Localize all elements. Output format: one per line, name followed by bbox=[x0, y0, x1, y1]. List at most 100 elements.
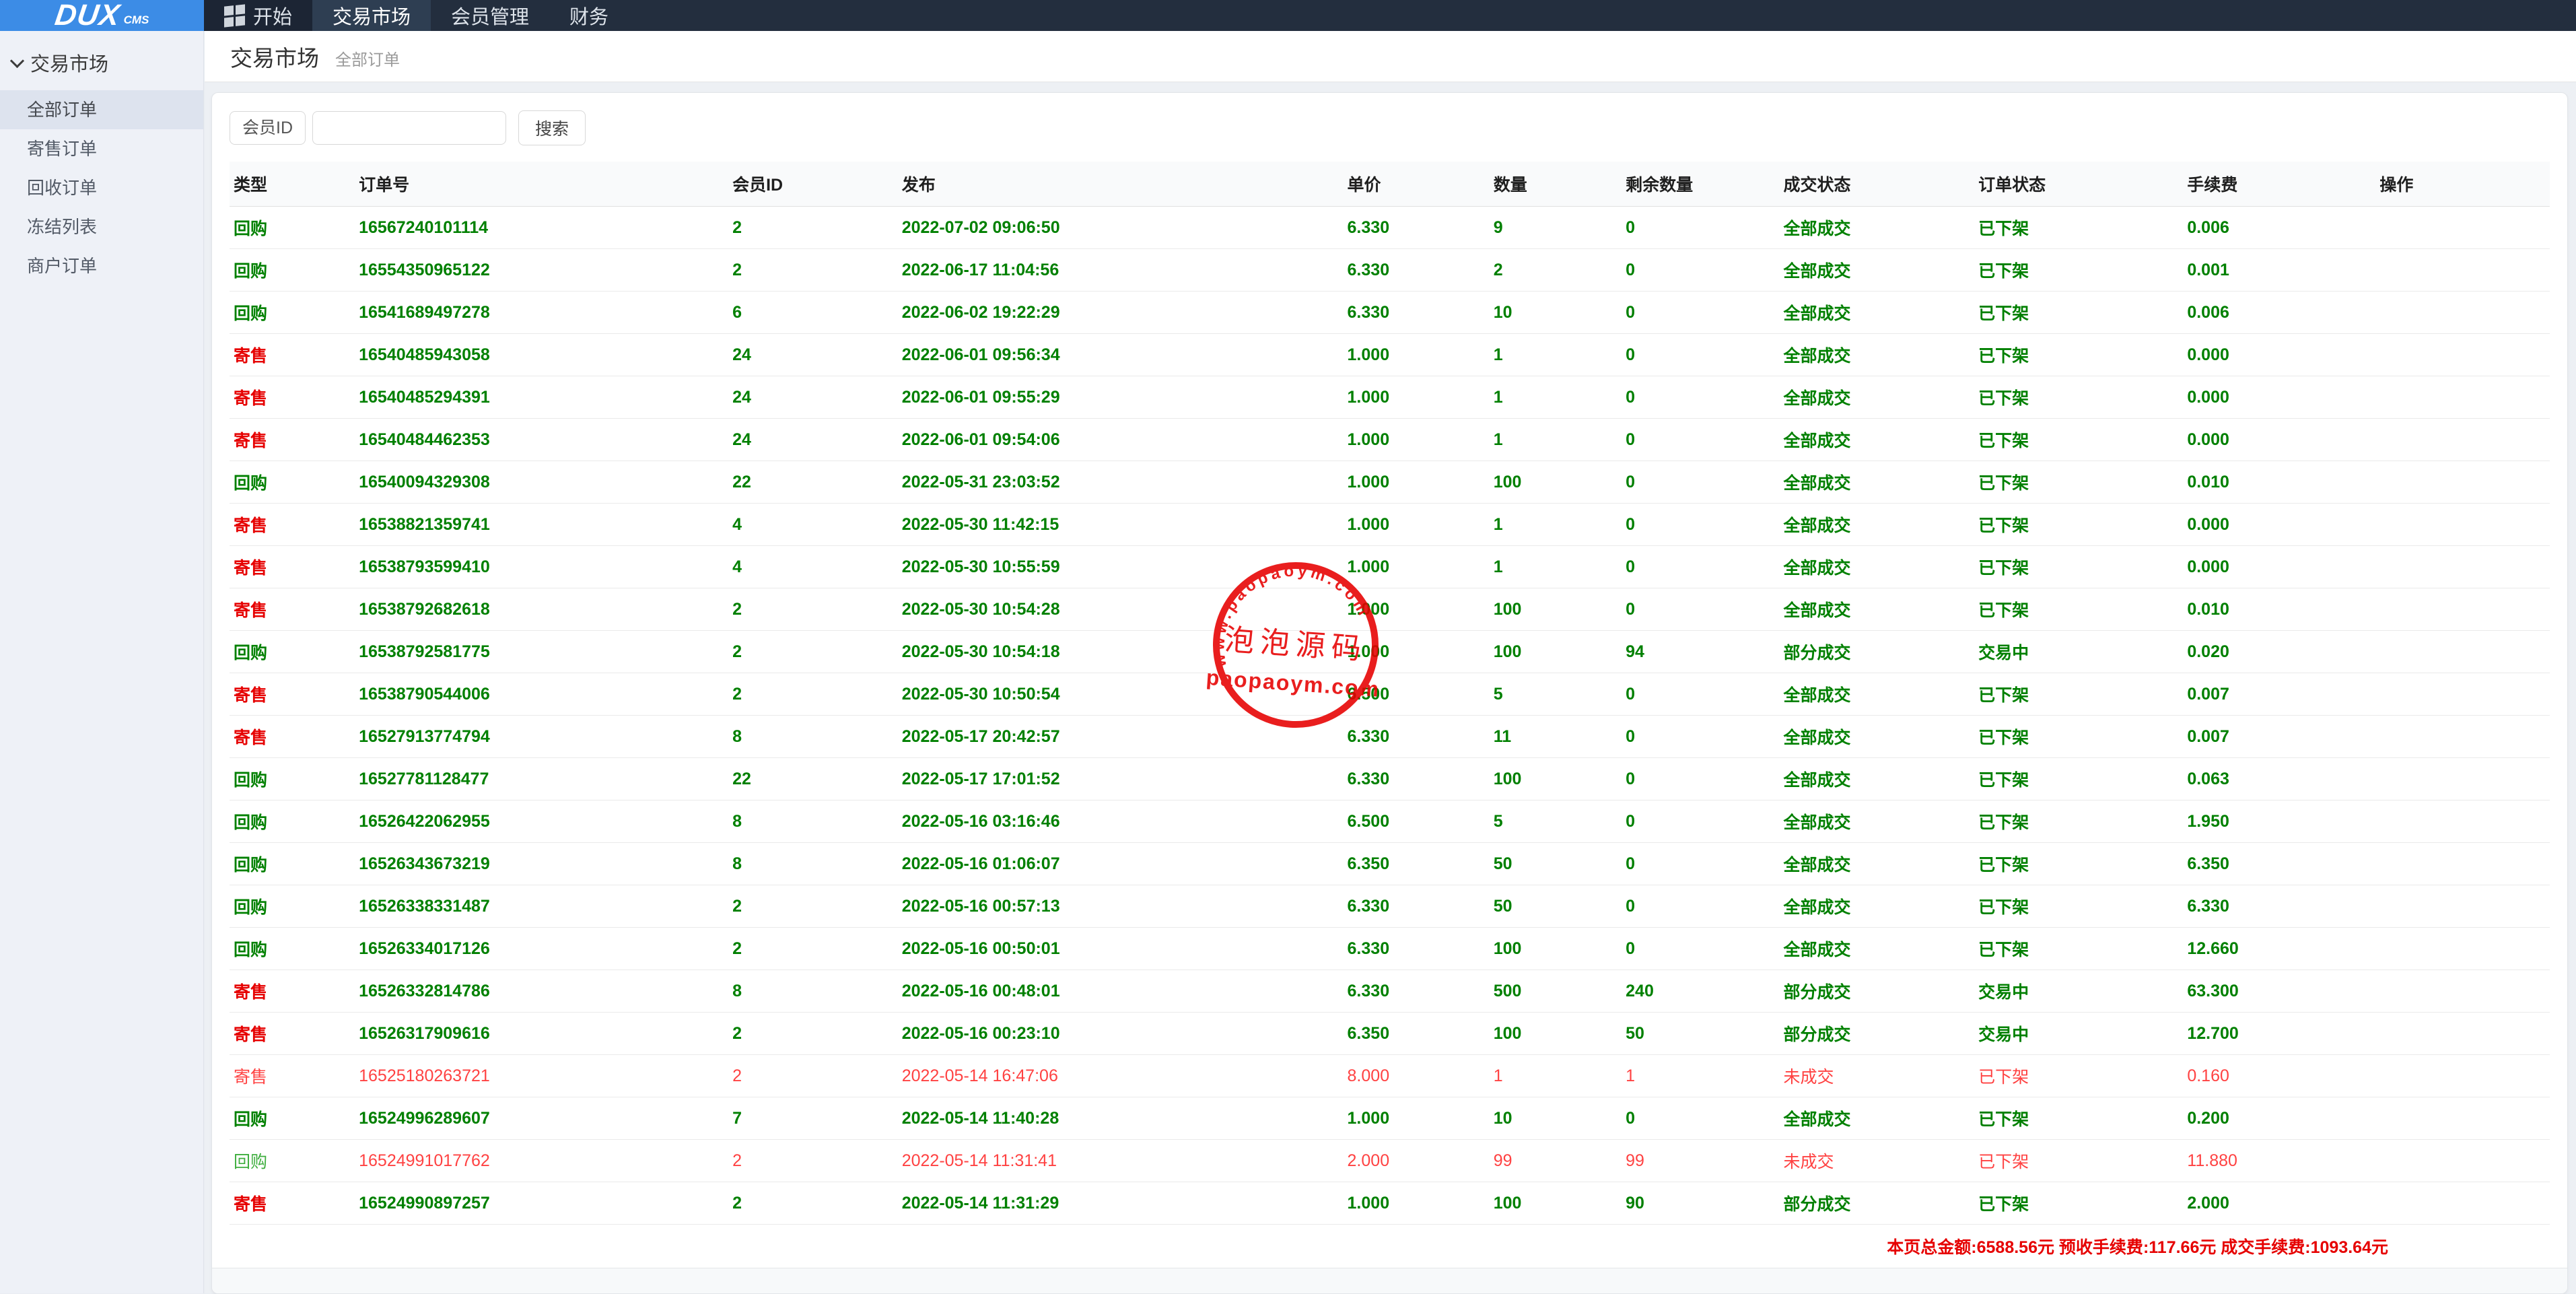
cell-deal_status: 全部成交 bbox=[1779, 842, 1975, 885]
cell-deal_status: 全部成交 bbox=[1779, 715, 1975, 758]
cell-order_no: 16526332814786 bbox=[355, 969, 729, 1013]
cell-remaining: 1 bbox=[1622, 1054, 1780, 1097]
cell-qty: 1 bbox=[1489, 1054, 1622, 1097]
table-row: 回购 16541689497278 6 2022-06-02 19:22:29 6.33… bbox=[230, 291, 2550, 334]
cell-order_status: 已下架 bbox=[1974, 461, 2184, 504]
cell-order_status: 已下架 bbox=[1974, 418, 2184, 461]
sidebar-item-5[interactable]: 商户订单 bbox=[27, 256, 98, 276]
cell-order_no: 16540485294391 bbox=[355, 376, 729, 419]
cell-published: 2022-05-31 23:03:52 bbox=[897, 461, 1344, 504]
cell-remaining: 0 bbox=[1622, 333, 1780, 376]
cell-deal_status: 全部成交 bbox=[1779, 291, 1975, 334]
table-row: 寄售 16525180263721 2 2022-05-14 16:47:06 8.00… bbox=[230, 1054, 2550, 1097]
cell-member_id: 2 bbox=[728, 885, 898, 928]
cell-price: 1.000 bbox=[1343, 461, 1490, 504]
cell-qty: 10 bbox=[1489, 1097, 1622, 1140]
cell-fee: 0.000 bbox=[2183, 376, 2376, 419]
column-header-1: 类型 bbox=[230, 162, 355, 207]
cell-fee: 0.160 bbox=[2183, 1054, 2376, 1097]
cell-type: 寄售 bbox=[230, 969, 355, 1013]
table-row: 寄售 16526332814786 8 2022-05-16 00:48:01 6.33… bbox=[230, 969, 2550, 1013]
nav-item-label: 会员管理 bbox=[451, 7, 530, 28]
cell-order_status: 已下架 bbox=[1974, 588, 2184, 631]
cell-published: 2022-05-14 11:40:28 bbox=[897, 1097, 1344, 1140]
cell-order_no: 16524990897257 bbox=[355, 1182, 729, 1225]
table-row: 回购 16527781128477 22 2022-05-17 17:01:52 6.3… bbox=[230, 757, 2550, 801]
cell-member_id: 2 bbox=[728, 206, 898, 249]
cell-fee: 0.010 bbox=[2183, 461, 2376, 504]
nav-item-3[interactable]: 会员管理 bbox=[431, 0, 549, 31]
brand-logo[interactable]: DUX CMS bbox=[0, 0, 204, 32]
search-button[interactable]: 搜索 bbox=[518, 110, 586, 145]
nav-item-2[interactable]: 交易市场 bbox=[312, 0, 431, 31]
cell-deal_status: 全部成交 bbox=[1779, 333, 1975, 376]
cell-remaining: 99 bbox=[1622, 1139, 1780, 1182]
cell-type: 回购 bbox=[230, 1139, 355, 1182]
cell-member_id: 24 bbox=[728, 418, 898, 461]
nav-item-label: 财务 bbox=[569, 7, 609, 28]
cell-price: 6.330 bbox=[1343, 927, 1490, 970]
cell-deal_status: 全部成交 bbox=[1779, 927, 1975, 970]
cell-fee: 0.063 bbox=[2183, 757, 2376, 801]
cell-remaining: 0 bbox=[1622, 588, 1780, 631]
table-row: 寄售 16540485294391 24 2022-06-01 09:55:29 1.0… bbox=[230, 376, 2550, 419]
sidebar-section-header[interactable]: 交易市场 bbox=[0, 31, 203, 90]
cell-op bbox=[2375, 248, 2550, 292]
cell-order_status: 已下架 bbox=[1974, 206, 2184, 249]
cell-remaining: 0 bbox=[1622, 885, 1780, 928]
member-id-input[interactable] bbox=[312, 111, 507, 145]
column-header-6: 数量 bbox=[1489, 162, 1622, 207]
cell-order_no: 16526422062955 bbox=[355, 800, 729, 843]
cell-order_no: 16567240101114 bbox=[355, 206, 729, 249]
cell-order_no: 16526317909616 bbox=[355, 1012, 729, 1055]
nav-item-1[interactable]: 开始 bbox=[204, 0, 313, 31]
column-header-8: 成交状态 bbox=[1779, 162, 1975, 207]
orders-table: 类型 订单号 会员ID 发布 单价 数量 剩余数量 成交状态 订单状态 手续费 操作 回购 16567… bbox=[230, 162, 2550, 1268]
table-row: 回购 16526338331487 2 2022-05-16 00:57:13 6.33… bbox=[230, 885, 2550, 928]
windows-icon bbox=[224, 3, 245, 28]
cell-remaining: 0 bbox=[1622, 545, 1780, 588]
cell-qty: 5 bbox=[1489, 673, 1622, 716]
cell-type: 回购 bbox=[230, 927, 355, 970]
cell-member_id: 2 bbox=[728, 1012, 898, 1055]
cell-deal_status: 全部成交 bbox=[1779, 1097, 1975, 1140]
cell-member_id: 2 bbox=[728, 588, 898, 631]
nav-item-4[interactable]: 财务 bbox=[549, 0, 629, 31]
cell-fee: 0.020 bbox=[2183, 630, 2376, 673]
table-row: 寄售 16540485943058 24 2022-06-01 09:56:34 1.0… bbox=[230, 333, 2550, 376]
cell-price: 6.330 bbox=[1343, 885, 1490, 928]
cell-remaining: 0 bbox=[1622, 715, 1780, 758]
cell-type: 回购 bbox=[230, 248, 355, 292]
cell-price: 1.000 bbox=[1343, 1182, 1490, 1225]
cell-qty: 1 bbox=[1489, 418, 1622, 461]
sidebar-item-4[interactable]: 冻结列表 bbox=[27, 217, 98, 237]
cell-deal_status: 全部成交 bbox=[1779, 461, 1975, 504]
page-header: 交易市场 全部订单 bbox=[205, 31, 2576, 82]
cell-remaining: 0 bbox=[1622, 206, 1780, 249]
cell-order_no: 16527781128477 bbox=[355, 757, 729, 801]
cell-order_no: 16538792581775 bbox=[355, 630, 729, 673]
cell-published: 2022-05-16 00:50:01 bbox=[897, 927, 1344, 970]
sidebar-item-3[interactable]: 回收订单 bbox=[27, 178, 98, 198]
cell-deal_status: 全部成交 bbox=[1779, 503, 1975, 546]
sidebar-item-1[interactable]: 全部订单 bbox=[0, 90, 203, 129]
cell-qty: 10 bbox=[1489, 291, 1622, 334]
cell-published: 2022-05-30 11:42:15 bbox=[897, 503, 1344, 546]
cell-deal_status: 全部成交 bbox=[1779, 588, 1975, 631]
table-row: 回购 16526422062955 8 2022-05-16 03:16:46 6.50… bbox=[230, 800, 2550, 843]
top-navbar: DUX CMS 开始 交易市场 会员管理 财务 bbox=[0, 0, 2576, 32]
cell-fee: 63.300 bbox=[2183, 969, 2376, 1013]
cell-type: 寄售 bbox=[230, 673, 355, 716]
cell-op bbox=[2375, 1012, 2550, 1055]
cell-type: 回购 bbox=[230, 630, 355, 673]
cell-type: 回购 bbox=[230, 885, 355, 928]
table-row: 寄售 16540484462353 24 2022-06-01 09:54:06 1.0… bbox=[230, 418, 2550, 461]
cell-fee: 0.000 bbox=[2183, 418, 2376, 461]
sidebar-item-2[interactable]: 寄售订单 bbox=[27, 139, 98, 159]
cell-order_status: 已下架 bbox=[1974, 715, 2184, 758]
cell-member_id: 2 bbox=[728, 630, 898, 673]
cell-deal_status: 未成交 bbox=[1779, 1054, 1975, 1097]
cell-fee: 11.880 bbox=[2183, 1139, 2376, 1182]
cell-member_id: 4 bbox=[728, 545, 898, 588]
cell-price: 6.350 bbox=[1343, 842, 1490, 885]
